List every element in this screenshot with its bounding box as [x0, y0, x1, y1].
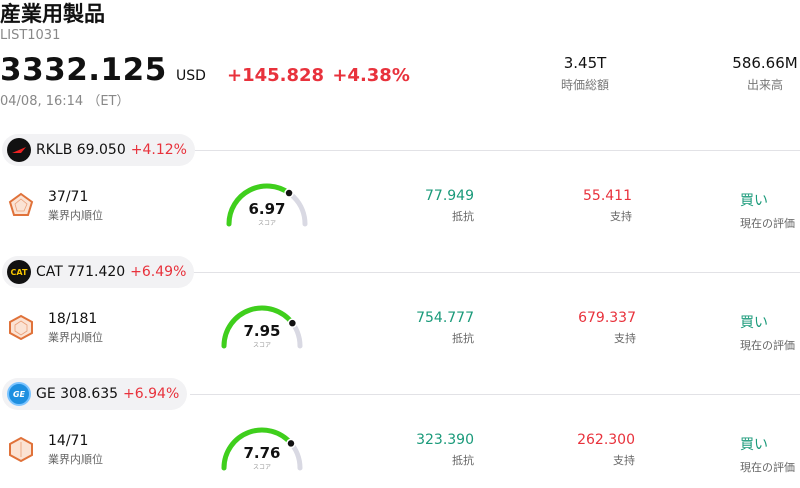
rating-label: 現在の評価	[740, 339, 795, 352]
volume-label: 出来高	[746, 78, 783, 92]
support-label: 支持	[610, 210, 632, 223]
support-value: 262.300	[577, 432, 635, 448]
resistance-block: 77.949 抵抗	[404, 188, 474, 224]
rocket-lab-logo-icon	[7, 138, 31, 162]
score-value: 6.97	[248, 200, 286, 218]
stock-row-rklb[interactable]: RKLB 69.050 +4.12% 37/71 業界内順位 6.97 スコア …	[0, 134, 800, 256]
industry-rank-label: 業界内順位	[48, 453, 103, 466]
score-gauge: 7.76 スコア	[217, 422, 307, 474]
timestamp: 04/08, 16:14 （ET）	[0, 94, 130, 109]
ge-logo-icon: GE	[7, 382, 31, 406]
ticker-price: CAT 771.420	[36, 264, 126, 280]
resistance-value: 323.390	[416, 432, 474, 448]
rating-label: 現在の評価	[740, 461, 795, 474]
evaluation-block: 買い 現在の評価	[740, 434, 795, 475]
resistance-label: 抵抗	[452, 332, 474, 345]
stock-row-ge[interactable]: GE GE 308.635 +6.94% 14/71 業界内順位 7.76 スコ…	[0, 378, 800, 488]
rating-label: 現在の評価	[740, 217, 795, 230]
rank-pentagon-icon	[9, 314, 33, 340]
score-gauge: 7.95 スコア	[217, 300, 307, 352]
ticker-change: +6.94%	[123, 386, 180, 402]
volume-stat: 586.66M 出来高	[720, 54, 800, 93]
cat-logo-icon: CAT	[7, 260, 31, 284]
support-value: 679.337	[578, 310, 636, 326]
rank-pentagon-icon	[8, 192, 34, 216]
ticker-change: +6.49%	[130, 264, 187, 280]
industry-rank: 14/71	[48, 433, 89, 449]
rating-value: 買い	[740, 315, 768, 331]
resistance-block: 754.777 抵抗	[404, 310, 474, 346]
volume-value: 586.66M	[732, 54, 798, 72]
index-price: 3332.125	[0, 52, 167, 88]
section-divider	[190, 394, 800, 395]
score-value: 7.95	[243, 322, 281, 340]
currency-label: USD	[176, 68, 206, 84]
price-change: +145.828 +4.38%	[227, 65, 410, 86]
support-label: 支持	[614, 332, 636, 345]
ticker-pill[interactable]: GE GE 308.635 +6.94%	[2, 378, 188, 410]
market-cap-label: 時価総額	[560, 78, 609, 92]
evaluation-block: 買い 現在の評価	[740, 312, 795, 353]
stock-row-cat[interactable]: CAT CAT 771.420 +6.49% 18/181 業界内順位 7.95…	[0, 256, 800, 378]
score-label: スコア	[252, 464, 271, 471]
rating-value: 買い	[740, 437, 768, 453]
market-cap-stat: 3.45T 時価総額	[540, 54, 630, 93]
score-value: 7.76	[243, 444, 281, 462]
resistance-value: 77.949	[425, 188, 474, 204]
support-value: 55.411	[583, 188, 632, 204]
page-title: 産業用製品	[0, 2, 105, 26]
industry-rank-label: 業界内順位	[48, 209, 103, 222]
ticker-pill[interactable]: RKLB 69.050 +4.12%	[2, 134, 195, 166]
resistance-value: 754.777	[416, 310, 474, 326]
support-block: 55.411 支持	[562, 188, 632, 224]
score-label: スコア	[257, 220, 276, 227]
ticker-pill[interactable]: CAT CAT 771.420 +6.49%	[2, 256, 195, 288]
industry-rank: 37/71	[48, 189, 89, 205]
score-label: スコア	[252, 342, 271, 349]
support-label: 支持	[613, 454, 635, 467]
evaluation-block: 買い 現在の評価	[740, 190, 795, 231]
rating-value: 買い	[740, 193, 768, 209]
section-divider	[190, 272, 800, 273]
list-code: LIST1031	[0, 28, 61, 43]
ticker-change: +4.12%	[130, 142, 187, 158]
section-divider	[190, 150, 800, 151]
market-cap-value: 3.45T	[563, 54, 607, 72]
ticker-price: GE 308.635	[36, 386, 119, 402]
resistance-block: 323.390 抵抗	[404, 432, 474, 468]
industry-rank-label: 業界内順位	[48, 331, 103, 344]
score-gauge: 6.97 スコア	[222, 178, 312, 230]
ticker-price: RKLB 69.050	[36, 142, 126, 158]
rank-hexagon-icon	[9, 436, 33, 462]
industry-rank: 18/181	[48, 311, 98, 327]
support-block: 262.300 支持	[565, 432, 635, 468]
resistance-label: 抵抗	[452, 210, 474, 223]
support-block: 679.337 支持	[566, 310, 636, 346]
resistance-label: 抵抗	[452, 454, 474, 467]
